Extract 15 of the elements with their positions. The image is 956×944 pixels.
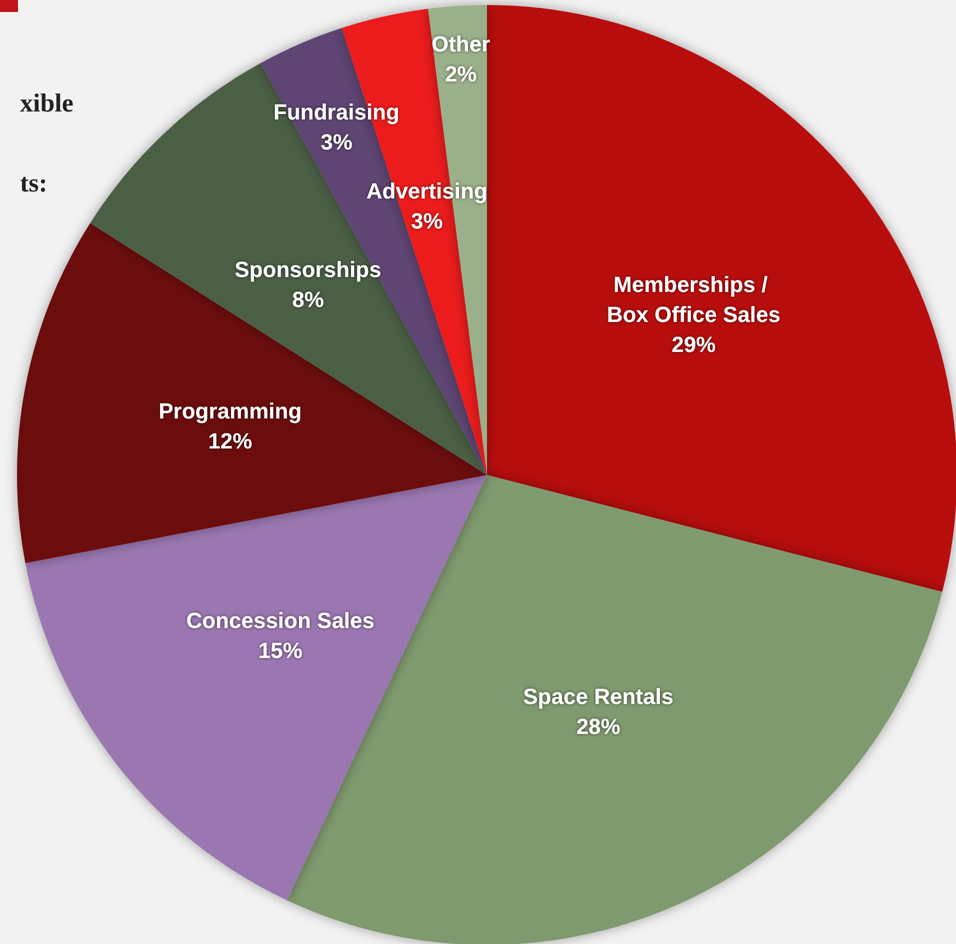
data-label: 12% [208,428,252,454]
data-label: 28% [576,714,620,740]
data-label: 15% [258,638,302,663]
text: xible [20,88,74,118]
slice-label: Concession Sales [186,608,375,633]
data-label: 3% [410,208,443,234]
slice-label: Memberships / Box Office Sales [606,272,780,328]
data-label: 2% [444,62,477,87]
text: ts: [20,168,48,198]
slice-label: Programming [158,398,302,424]
slice-label: Space Rentals [523,684,674,710]
data-label: 29% [672,332,716,358]
data-label: 3% [320,130,352,155]
data-label: 8% [292,286,324,312]
slice-label: Sponsorships [234,256,382,282]
